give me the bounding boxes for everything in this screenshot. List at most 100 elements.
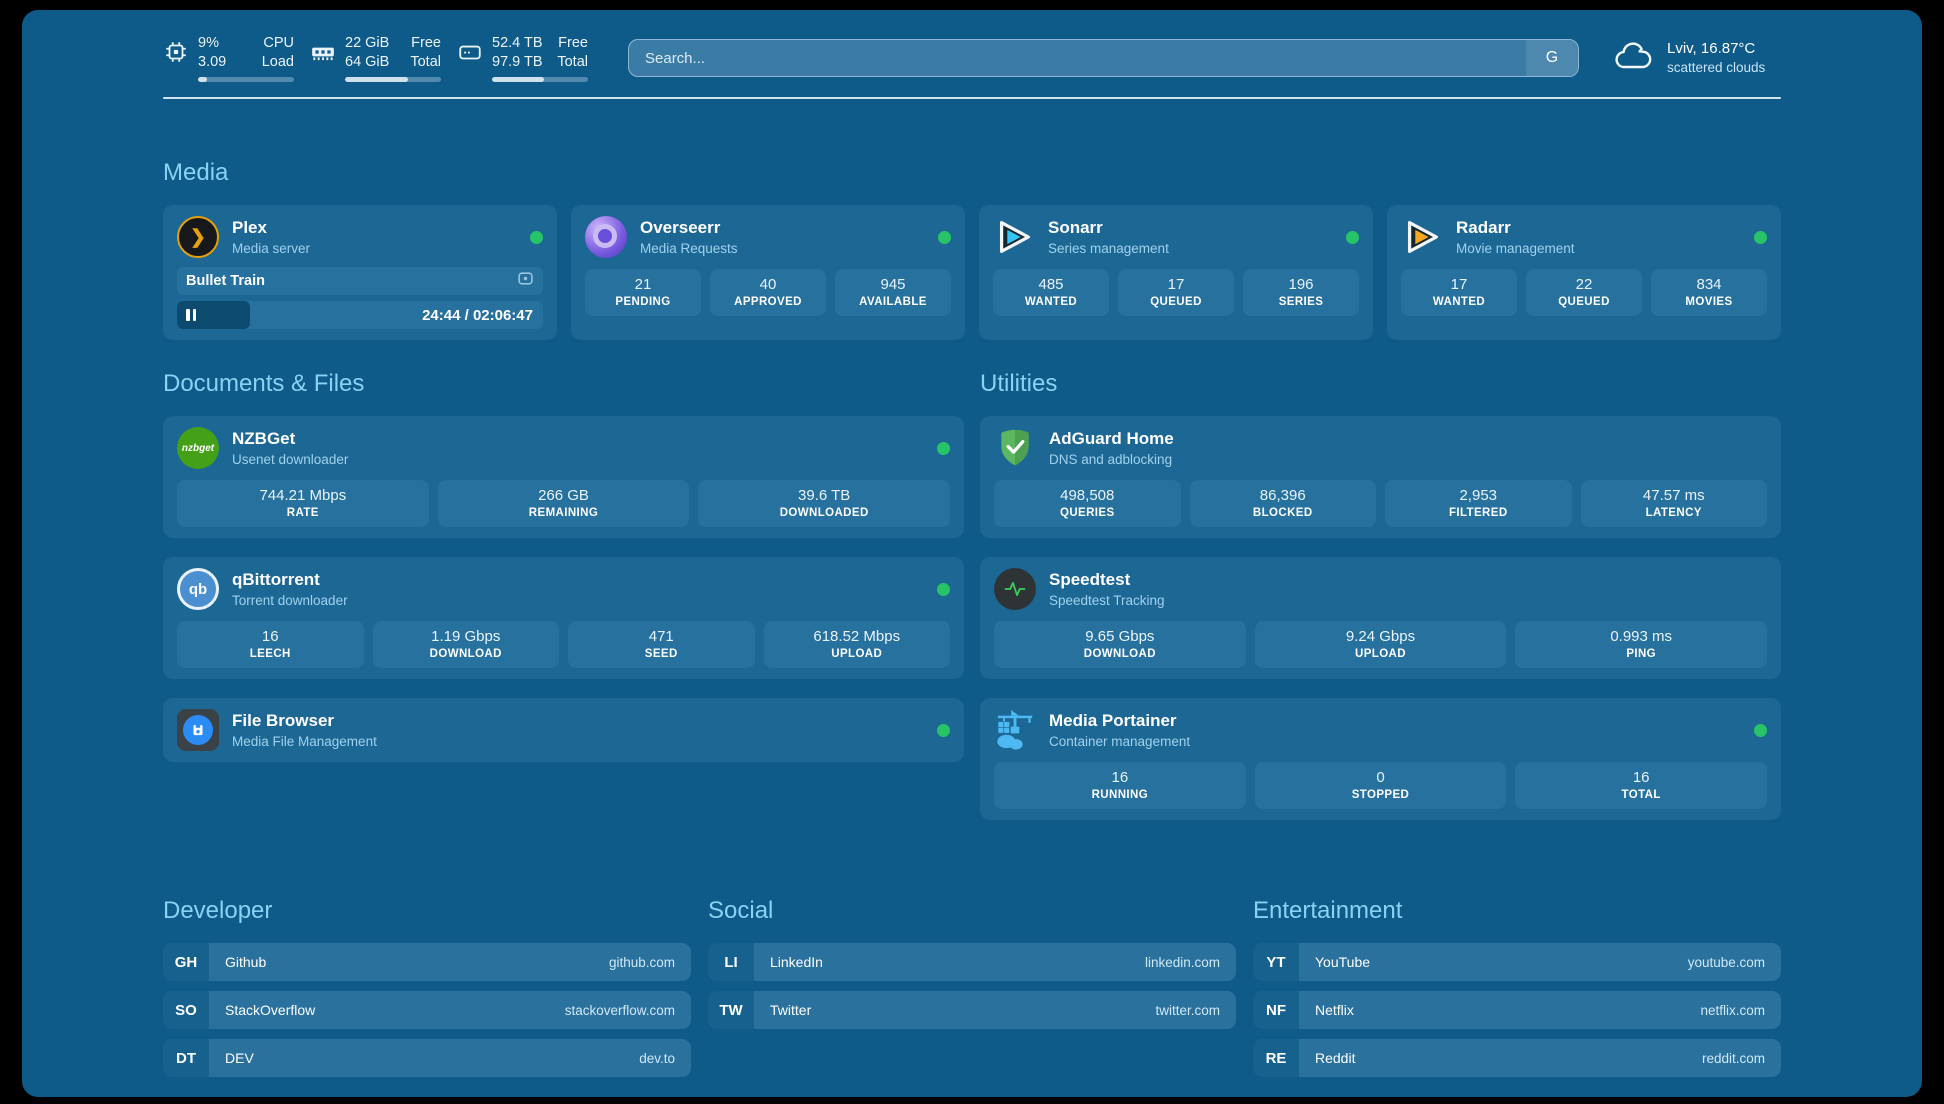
bookmark-row-linkedin[interactable]: LI LinkedIn linkedin.com	[708, 943, 1236, 981]
stat-box: 1.19 Gbps DOWNLOAD	[372, 621, 559, 668]
app-name: Radarr	[1456, 218, 1511, 237]
filebrowser-icon	[177, 709, 219, 751]
stat-box: 9.65 Gbps DOWNLOAD	[994, 621, 1246, 668]
search-bar: G	[628, 39, 1579, 77]
bookmark-name: Netflix	[1315, 1002, 1354, 1018]
bookmark-row-dev[interactable]: DT DEV dev.to	[163, 1039, 691, 1077]
status-dot	[1754, 230, 1767, 244]
section-title-entertainment: Entertainment	[1253, 897, 1403, 924]
bookmark-name: Reddit	[1315, 1050, 1356, 1066]
ram-progressbar	[345, 77, 441, 82]
app-desc: Media File Management	[232, 734, 377, 749]
stat-box: 21 PENDING	[585, 269, 701, 316]
cloud-icon	[1611, 36, 1655, 81]
bookmark-url: netflix.com	[1700, 1002, 1765, 1018]
app-desc: Media Requests	[640, 241, 738, 256]
app-desc: DNS and adblocking	[1049, 452, 1173, 467]
disk-icon	[457, 39, 483, 82]
bookmark-row-reddit[interactable]: RE Reddit reddit.com	[1253, 1039, 1781, 1077]
app-name: Plex	[232, 218, 267, 237]
stat-box: 618.52 Mbps UPLOAD	[763, 621, 950, 668]
ram-icon	[310, 39, 336, 82]
app-name: AdGuard Home	[1049, 429, 1174, 448]
stat-box: 834 MOVIES	[1651, 269, 1767, 316]
overseerr-icon	[585, 216, 627, 258]
stat-box: 266 GB REMAINING	[437, 480, 690, 527]
stat-box: 47.57 ms LATENCY	[1580, 480, 1767, 527]
card-radarr[interactable]: Radarr Movie management 17 WANTED 22 QUE…	[1387, 205, 1781, 340]
stat-box: 945 AVAILABLE	[835, 269, 951, 316]
bookmark-url: github.com	[608, 954, 675, 970]
bookmark-row-twitter[interactable]: TW Twitter twitter.com	[708, 991, 1236, 1029]
card-portainer[interactable]: Media Portainer Container management 16 …	[980, 698, 1781, 820]
dashboard: 9% 3.09 CPU Load	[22, 10, 1922, 1097]
search-input[interactable]	[629, 40, 1526, 76]
track-title: Bullet Train	[186, 273, 265, 289]
app-name: qBittorrent	[232, 570, 320, 589]
card-overseerr[interactable]: Overseerr Media Requests 21 PENDING 40 A…	[571, 205, 965, 340]
card-qbittorrent[interactable]: qb qBittorrent Torrent downloader 16 LEE…	[163, 557, 964, 679]
weather-location: Lviv, 16.87°C	[1667, 40, 1756, 57]
bookmark-name: Github	[225, 954, 267, 970]
app-desc: Media server	[232, 241, 311, 256]
app-name: Sonarr	[1048, 218, 1103, 237]
status-dot	[530, 230, 543, 244]
bookmark-row-stackoverflow[interactable]: SO StackOverflow stackoverflow.com	[163, 991, 691, 1029]
stat-box: 485 WANTED	[993, 269, 1109, 316]
stat-box: 471 SEED	[568, 621, 755, 668]
status-dot	[1346, 230, 1359, 244]
disk-total: 97.9 TB	[492, 54, 543, 70]
ram-free: 22 GiB	[345, 35, 390, 51]
section-title-utilities: Utilities	[980, 370, 1058, 397]
app-desc: Speedtest Tracking	[1049, 593, 1165, 608]
weather-condition: scattered clouds	[1667, 60, 1766, 75]
sonarr-icon	[993, 216, 1035, 258]
ram-widget: 22 GiB 64 GiB Free Total	[310, 34, 441, 82]
disk-progressbar	[492, 77, 588, 82]
card-adguard[interactable]: AdGuard Home DNS and adblocking 498,508 …	[980, 416, 1781, 538]
section-title-social: Social	[708, 897, 774, 924]
bookmark-row-youtube[interactable]: YT YouTube youtube.com	[1253, 943, 1781, 981]
plex-icon: ❯	[177, 216, 219, 258]
stat-box: 0 STOPPED	[1254, 762, 1507, 809]
stat-box: 16 LEECH	[177, 621, 364, 668]
card-plex[interactable]: ❯ Plex Media server Bullet Train	[163, 205, 557, 340]
qbittorrent-icon: qb	[177, 568, 219, 610]
bookmark-url: linkedin.com	[1144, 954, 1220, 970]
app-desc: Series management	[1048, 241, 1169, 256]
stat-box: 196 SERIES	[1243, 269, 1359, 316]
ram-total-label: Total	[410, 54, 441, 70]
app-name: File Browser	[232, 711, 335, 730]
bookmark-url: stackoverflow.com	[564, 1002, 675, 1018]
bookmark-name: StackOverflow	[225, 1002, 316, 1018]
resource-widgets: 9% 3.09 CPU Load	[163, 34, 588, 82]
disk-free-label: Free	[558, 35, 588, 51]
cpu-widget: 9% 3.09 CPU Load	[163, 34, 294, 82]
portainer-icon	[994, 709, 1036, 751]
bookmark-name: YouTube	[1315, 954, 1371, 970]
stat-box: 86,396 BLOCKED	[1189, 480, 1376, 527]
app-desc: Movie management	[1456, 241, 1575, 256]
app-name: NZBGet	[232, 429, 296, 448]
app-desc: Usenet downloader	[232, 452, 349, 467]
cpu-load: 3.09	[198, 54, 227, 70]
status-dot	[938, 230, 951, 244]
bookmark-url: reddit.com	[1701, 1050, 1765, 1066]
card-sonarr[interactable]: Sonarr Series management 485 WANTED 17 Q…	[979, 205, 1373, 340]
screen-icon	[517, 271, 534, 291]
card-filebrowser[interactable]: File Browser Media File Management	[163, 698, 964, 762]
card-speedtest[interactable]: Speedtest Speedtest Tracking 9.65 Gbps D…	[980, 557, 1781, 679]
stat-box: 2,953 FILTERED	[1385, 480, 1572, 527]
stat-box: 16 TOTAL	[1515, 762, 1768, 809]
bookmark-row-github[interactable]: GH Github github.com	[163, 943, 691, 981]
cpu-usage: 9%	[198, 35, 219, 51]
bookmark-name: DEV	[225, 1050, 254, 1066]
bookmark-url: youtube.com	[1687, 954, 1765, 970]
ram-total: 64 GiB	[345, 54, 390, 70]
search-provider-button[interactable]: G	[1526, 40, 1578, 76]
stat-box: 498,508 QUERIES	[994, 480, 1181, 527]
card-nzbget[interactable]: nzbget NZBGet Usenet downloader 744.21 M…	[163, 416, 964, 538]
bookmark-row-netflix[interactable]: NF Netflix netflix.com	[1253, 991, 1781, 1029]
status-dot	[937, 582, 950, 596]
